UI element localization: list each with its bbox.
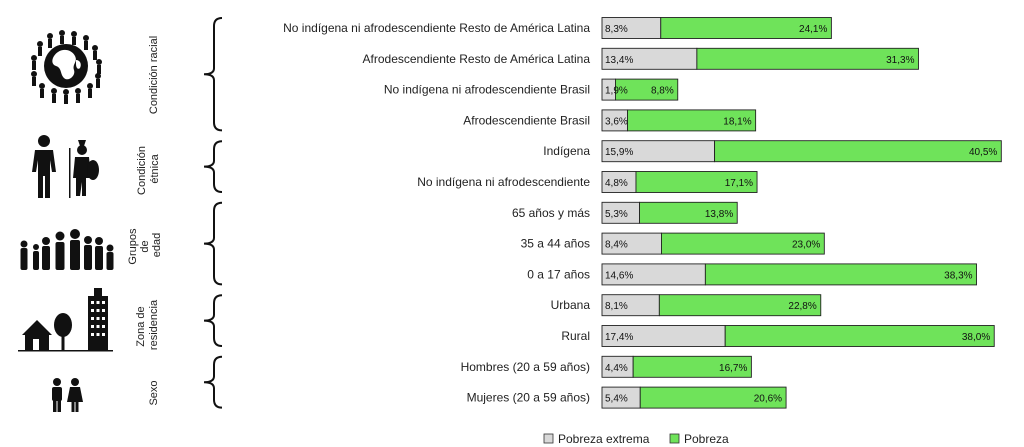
category-label: Afrodescendiente Brasil xyxy=(463,113,590,127)
value-label-pobreza-extrema: 17,4% xyxy=(605,332,633,343)
category-label: Mujeres (20 a 59 años) xyxy=(467,391,590,405)
bar-pobreza xyxy=(639,201,738,224)
value-label-pobreza-extrema: 4,8% xyxy=(605,178,628,189)
group-label-zona-residencia-line1: Zona de xyxy=(135,306,147,346)
category-label: 0 a 17 años xyxy=(527,267,590,281)
man-woman-icon xyxy=(52,378,83,412)
value-label-pobreza: 20,6% xyxy=(754,394,782,405)
value-label-pobreza-extrema: 8,4% xyxy=(605,240,628,251)
value-label-pobreza-extrema: 3,6% xyxy=(605,116,628,127)
value-label-pobreza-extrema: 1,9% xyxy=(605,86,628,97)
bar-pobreza xyxy=(660,17,832,39)
group-bracket xyxy=(203,355,223,409)
group-label-grupos-de-edad-line2: de xyxy=(139,240,151,252)
bar-row: Rural 17,4% 38,0% xyxy=(561,325,995,347)
house-tree-building-icon xyxy=(18,288,113,352)
group-brackets xyxy=(203,17,223,409)
bar-row: Mujeres (20 a 59 años) 5,4% 20,6% xyxy=(467,386,787,409)
group-bracket xyxy=(203,294,223,347)
category-label: No indígena ni afrodescendiente Resto de… xyxy=(283,21,590,35)
bar-row: Afrodescendiente Resto de América Latina… xyxy=(363,47,919,70)
bar-pobreza xyxy=(632,355,752,378)
legend-label-pobreza: Pobreza xyxy=(684,432,729,446)
group-label-condicion-racial: Condición racial xyxy=(148,36,160,114)
group-bracket xyxy=(203,140,223,193)
group-label-condicion-etnica: Condición étnica xyxy=(136,143,161,195)
category-label: Indígena xyxy=(543,144,590,158)
value-label-pobreza: 31,3% xyxy=(886,55,914,66)
bar-pobreza xyxy=(661,232,825,255)
legend-label-extrema: Pobreza extrema xyxy=(558,432,650,446)
category-label: Hombres (20 a 59 años) xyxy=(461,360,590,374)
bar-row: No indígena ni afrodescendiente 4,8% 17,1% xyxy=(417,171,758,193)
category-label: Urbana xyxy=(551,298,591,312)
value-label-pobreza-extrema: 5,3% xyxy=(605,209,628,220)
value-label-pobreza-extrema: 4,4% xyxy=(605,363,628,374)
bar-pobreza xyxy=(615,78,679,101)
value-label-pobreza: 22,8% xyxy=(788,301,816,312)
bar-pobreza xyxy=(714,140,1002,163)
bar-row: 65 años y más 5,3% 13,8% xyxy=(512,201,738,224)
bar-pobreza xyxy=(724,325,995,347)
value-label-pobreza-extrema: 5,4% xyxy=(605,394,628,405)
category-label: Afrodescendiente Resto de América Latina xyxy=(363,52,591,66)
bar-row: 0 a 17 años 14,6% 38,3% xyxy=(527,263,977,286)
legend-swatch-pobreza xyxy=(669,433,680,444)
bar-row: No indígena ni afrodescendiente Resto de… xyxy=(283,17,832,39)
group-label-grupos-de-edad-line1: Grupos xyxy=(127,228,139,265)
group-labels: Condición racial Condición étnica Grupos… xyxy=(127,36,163,406)
group-label-condicion-etnica-line2: étnica xyxy=(149,153,161,183)
world-people-icon xyxy=(44,44,88,88)
bar-pobreza xyxy=(639,386,787,409)
value-label-pobreza-extrema: 13,4% xyxy=(605,55,633,66)
value-label-pobreza: 13,8% xyxy=(705,209,733,220)
value-label-pobreza: 38,0% xyxy=(962,332,990,343)
group-label-sexo: Sexo xyxy=(148,380,160,405)
value-label-pobreza: 38,3% xyxy=(944,270,972,281)
family-icon xyxy=(20,229,114,270)
value-label-pobreza: 18,1% xyxy=(723,116,751,127)
value-label-pobreza: 40,5% xyxy=(969,147,997,158)
bar-pobreza xyxy=(704,263,977,286)
value-label-pobreza-extrema: 14,6% xyxy=(605,270,633,281)
value-label-pobreza: 23,0% xyxy=(792,240,820,251)
category-label: No indígena ni afrodescendiente xyxy=(417,175,590,189)
bar-pobreza xyxy=(635,171,758,193)
value-label-pobreza: 8,8% xyxy=(651,86,674,97)
bar-rows: No indígena ni afrodescendiente Resto de… xyxy=(283,17,1002,409)
value-label-pobreza: 17,1% xyxy=(725,178,753,189)
world-people-ring xyxy=(31,30,102,104)
bar-row: 35 a 44 años 8,4% 23,0% xyxy=(521,232,825,255)
category-label: 65 años y más xyxy=(512,206,590,220)
legend-swatch-extrema xyxy=(543,433,554,444)
category-label: No indígena ni afrodescendiente Brasil xyxy=(384,83,590,97)
group-bracket xyxy=(203,201,223,286)
bar-row: Afrodescendiente Brasil 3,6% 18,1% xyxy=(463,109,757,132)
group-label-zona-residencia: Zona de residencia xyxy=(135,299,160,350)
bar-pobreza xyxy=(658,294,822,317)
category-label: 35 a 44 años xyxy=(521,237,590,251)
bar-pobreza xyxy=(627,109,757,132)
group-label-grupos-de-edad: Grupos de edad xyxy=(127,225,163,264)
value-label-pobreza: 24,1% xyxy=(799,24,827,35)
value-label-pobreza-extrema: 15,9% xyxy=(605,147,633,158)
bar-row: Hombres (20 a 59 años) 4,4% 16,7% xyxy=(461,355,752,378)
legend: Pobreza extrema Pobreza xyxy=(543,432,729,446)
value-label-pobreza-extrema: 8,1% xyxy=(605,301,628,312)
bar-row: No indígena ni afrodescendiente Brasil 1,… xyxy=(384,78,679,101)
value-label-pobreza-extrema: 8,3% xyxy=(605,24,628,35)
value-label-pobreza: 16,7% xyxy=(719,363,747,374)
bar-row: Urbana 8,1% 22,8% xyxy=(551,294,822,317)
group-label-condicion-etnica-line1: Condición xyxy=(136,146,148,195)
group-label-zona-residencia-line2: residencia xyxy=(148,299,160,350)
bar-row: Indígena 15,9% 40,5% xyxy=(543,140,1002,163)
group-bracket xyxy=(203,17,223,132)
group-label-grupos-de-edad-line3: edad xyxy=(151,233,163,257)
bar-pobreza xyxy=(696,47,919,70)
category-label: Rural xyxy=(561,329,590,343)
indigenous-people-icon xyxy=(32,135,99,198)
